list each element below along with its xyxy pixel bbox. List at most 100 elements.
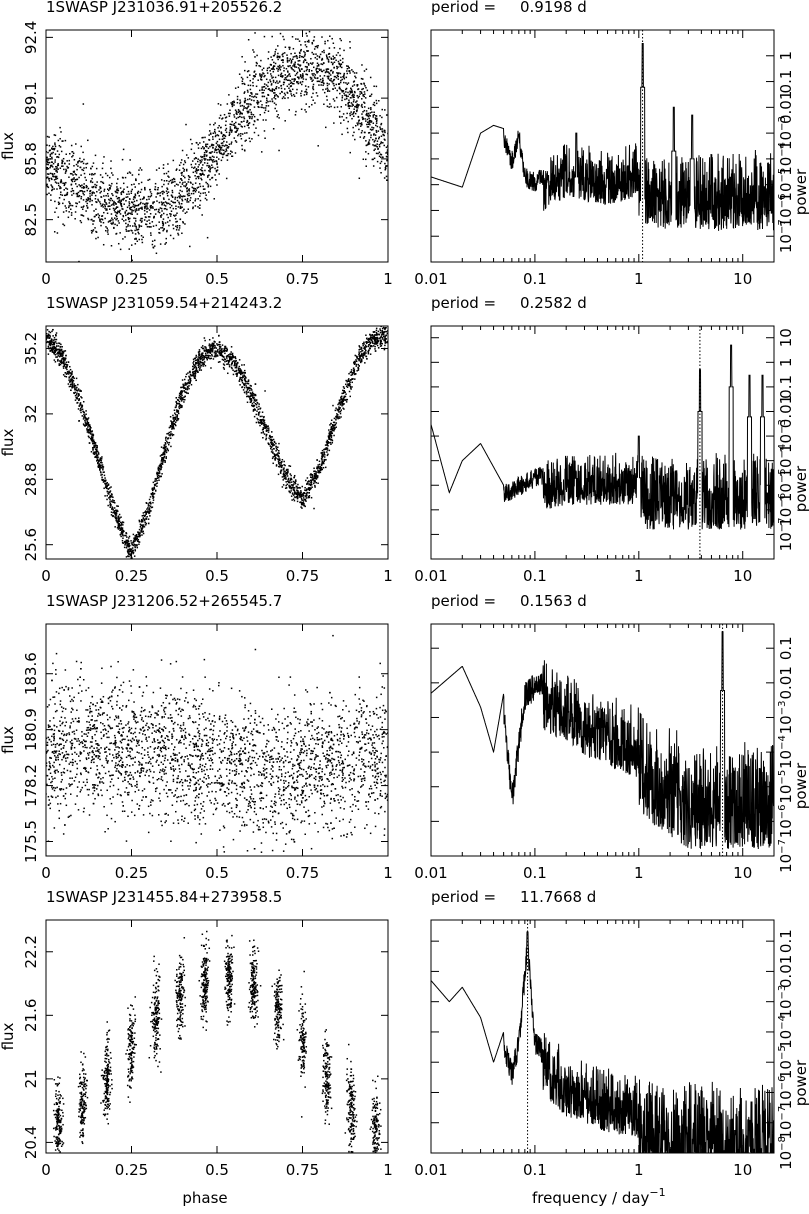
data-point: [378, 155, 381, 158]
data-point: [372, 114, 375, 117]
data-point: [54, 341, 57, 343]
data-point: [265, 425, 267, 428]
data-point: [105, 229, 107, 232]
data-point: [100, 460, 103, 462]
data-point: [126, 545, 128, 547]
data-point: [304, 44, 307, 46]
data-point: [223, 134, 226, 137]
data-point: [246, 401, 249, 404]
data-point: [232, 356, 235, 358]
data-point: [256, 402, 259, 404]
data-point: [382, 156, 384, 159]
data-point: [266, 67, 269, 70]
data-point: [276, 95, 279, 97]
data-point: [247, 380, 250, 383]
data-point: [257, 105, 259, 108]
data-point: [107, 195, 110, 197]
data-point: [249, 95, 251, 97]
data-point: [194, 370, 197, 372]
data-point: [249, 116, 251, 118]
data-point: [57, 345, 60, 347]
data-point: [144, 511, 146, 513]
data-point: [288, 59, 290, 62]
data-point: [71, 156, 73, 158]
data-point: [185, 123, 187, 126]
data-point: [183, 170, 185, 172]
data-point: [372, 116, 374, 118]
data-point: [58, 153, 61, 156]
data-point: [152, 247, 155, 249]
data-point: [346, 398, 349, 401]
data-point: [270, 431, 273, 433]
data-point: [255, 127, 257, 129]
data-point: [292, 494, 295, 496]
data-point: [315, 481, 317, 484]
data-point: [151, 206, 154, 208]
data-point: [279, 75, 282, 78]
data-point: [127, 190, 130, 193]
data-point: [345, 379, 347, 382]
data-point: [72, 386, 74, 388]
data-point: [230, 102, 232, 104]
data-point: [195, 359, 198, 361]
y-tick-exponent: −3: [777, 116, 788, 131]
data-point: [299, 74, 302, 76]
data-point: [306, 91, 308, 94]
data-point: [337, 60, 340, 63]
data-point: [78, 260, 80, 262]
data-point: [324, 126, 327, 129]
data-point: [190, 148, 193, 151]
data-point: [174, 412, 176, 414]
data-point: [243, 69, 246, 72]
data-point: [261, 422, 264, 425]
data-point: [255, 73, 257, 75]
data-point: [283, 470, 285, 472]
data-point: [66, 191, 69, 194]
data-point: [345, 87, 348, 90]
data-point: [315, 69, 317, 71]
data-point: [82, 206, 84, 208]
data-point: [134, 197, 136, 199]
data-point: [222, 153, 224, 156]
data-point: [151, 489, 154, 492]
data-point: [332, 421, 335, 424]
data-point: [85, 163, 87, 165]
data-point: [188, 190, 191, 192]
data-point: [94, 186, 97, 188]
data-point: [349, 90, 351, 92]
data-point: [331, 424, 334, 426]
data-point: [198, 183, 201, 185]
data-point: [247, 103, 250, 105]
data-point: [57, 348, 60, 351]
data-point: [70, 385, 72, 387]
data-point: [321, 63, 324, 66]
data-point: [234, 356, 237, 358]
data-point: [306, 61, 308, 64]
data-point: [353, 131, 355, 134]
data-point: [52, 348, 54, 351]
data-point: [308, 69, 311, 71]
data-point: [192, 371, 194, 373]
data-point: [204, 149, 207, 152]
data-point: [326, 454, 329, 457]
data-point: [316, 65, 319, 67]
data-point: [344, 399, 346, 402]
data-point: [67, 216, 70, 219]
data-point: [66, 165, 68, 168]
data-point: [247, 122, 250, 125]
data-point: [241, 104, 244, 107]
data-point: [243, 105, 245, 108]
data-point: [285, 67, 288, 70]
data-point: [271, 100, 274, 103]
data-point: [125, 200, 127, 202]
data-point: [71, 373, 73, 376]
data-point: [208, 139, 211, 141]
data-point: [161, 473, 163, 475]
data-point: [188, 194, 191, 197]
data-point: [290, 60, 293, 63]
data-point: [217, 148, 220, 151]
data-point: [307, 495, 310, 498]
data-point: [319, 465, 321, 468]
data-point: [108, 198, 110, 201]
data-point: [307, 63, 310, 65]
